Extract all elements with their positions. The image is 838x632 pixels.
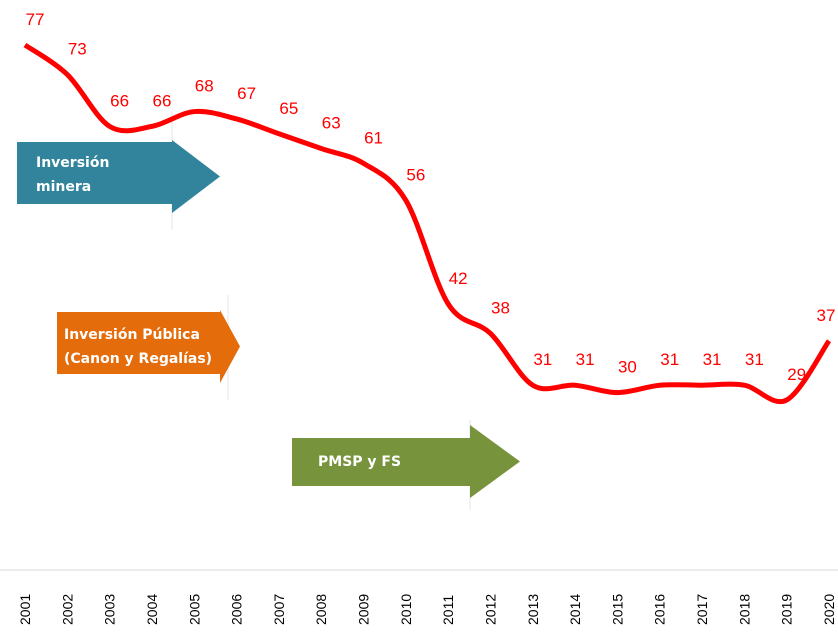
value-label: 73 bbox=[68, 40, 87, 59]
x-tick-label: 2017 bbox=[694, 594, 710, 625]
x-tick-label: 2016 bbox=[652, 594, 668, 625]
x-tick-label: 2015 bbox=[609, 594, 625, 625]
value-label: 30 bbox=[618, 358, 637, 377]
annotation-arrow bbox=[292, 425, 520, 498]
value-label: 56 bbox=[406, 165, 425, 184]
value-label: 31 bbox=[703, 350, 722, 369]
value-label: 31 bbox=[576, 350, 595, 369]
x-tick-label: 2008 bbox=[313, 594, 329, 625]
value-label: 29 bbox=[787, 365, 806, 384]
value-label: 66 bbox=[152, 91, 171, 110]
value-label: 37 bbox=[817, 306, 836, 325]
line bbox=[23, 42, 832, 405]
value-label: 63 bbox=[322, 114, 341, 133]
x-tick-label: 2014 bbox=[567, 594, 583, 625]
annotation-text: (Canon y Regalías) bbox=[64, 351, 212, 367]
annotation-text: Inversión bbox=[36, 155, 109, 171]
value-label: 68 bbox=[195, 77, 214, 96]
value-label: 65 bbox=[279, 99, 298, 118]
annotation-arrow bbox=[57, 310, 240, 383]
annotation-text: PMSP y FS bbox=[318, 454, 401, 470]
value-label: 31 bbox=[533, 350, 552, 369]
value-label: 67 bbox=[237, 84, 256, 103]
x-tick-label: 2001 bbox=[17, 594, 33, 625]
annotation-text: Inversión Pública bbox=[64, 327, 200, 343]
x-tick-label: 2003 bbox=[102, 594, 118, 625]
x-tick-label: 2002 bbox=[59, 594, 75, 625]
value-label: 77 bbox=[26, 10, 45, 29]
value-label: 31 bbox=[745, 350, 764, 369]
x-tick-label: 2006 bbox=[229, 594, 245, 625]
x-tick-label: 2011 bbox=[440, 595, 456, 625]
value-label: 31 bbox=[660, 350, 679, 369]
value-label: 42 bbox=[449, 269, 468, 288]
x-tick-label: 2007 bbox=[271, 594, 287, 625]
value-label: 66 bbox=[110, 91, 129, 110]
value-label: 61 bbox=[364, 128, 383, 147]
x-tick-label: 2010 bbox=[398, 594, 414, 625]
x-tick-label: 2018 bbox=[736, 594, 752, 625]
x-tick-label: 2004 bbox=[144, 594, 160, 625]
x-tick-label: 2020 bbox=[821, 594, 837, 625]
x-tick-label: 2005 bbox=[186, 594, 202, 625]
x-tick-label: 2013 bbox=[525, 594, 541, 625]
annotation-text: minera bbox=[36, 179, 91, 195]
x-tick-label: 2012 bbox=[482, 594, 498, 625]
annotation-arrow bbox=[17, 140, 220, 213]
value-label: 38 bbox=[491, 298, 510, 317]
x-tick-label: 2009 bbox=[356, 594, 372, 625]
x-tick-label: 2019 bbox=[779, 594, 795, 625]
